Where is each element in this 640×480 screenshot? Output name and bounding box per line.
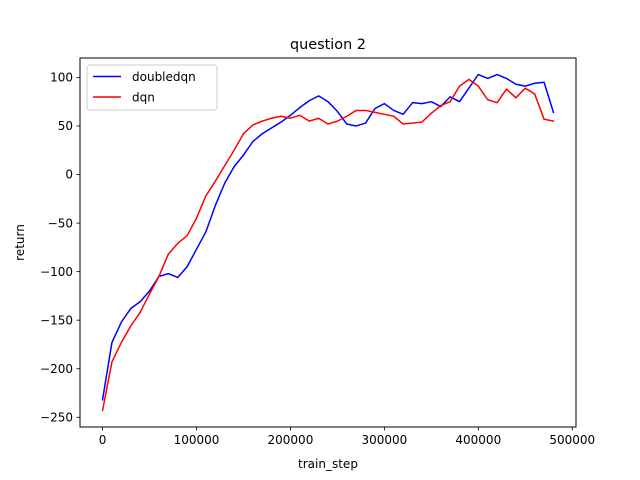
y-tick-label: 50 xyxy=(58,119,73,133)
y-tick-label: 0 xyxy=(65,168,73,182)
y-axis-label: return xyxy=(13,224,27,261)
x-tick-label: 0 xyxy=(99,433,107,447)
y-axis-ticks: −250 −200 −150 −100 −50 0 50 100 xyxy=(40,71,80,424)
axes-frame xyxy=(79,57,577,428)
x-tick-label: 300000 xyxy=(361,433,407,447)
x-tick-label: 500000 xyxy=(549,433,595,447)
y-tick-label: −250 xyxy=(40,410,73,424)
x-tick-label: 100000 xyxy=(174,433,220,447)
series-line-dqn xyxy=(101,78,555,412)
y-tick-label: −200 xyxy=(40,362,73,376)
series-layer xyxy=(101,73,555,412)
plot-area xyxy=(80,58,576,427)
legend: doubledqn dqn xyxy=(86,64,218,111)
y-tick-label: 100 xyxy=(50,71,73,85)
x-axis-ticks: 0 100000 200000 300000 400000 500000 xyxy=(99,427,595,447)
y-tick-label: −50 xyxy=(48,216,73,230)
series-line-doubledqn xyxy=(101,73,555,401)
chart-title: question 2 xyxy=(290,37,366,53)
y-tick-label: −100 xyxy=(40,265,73,279)
x-tick-label: 200000 xyxy=(268,433,314,447)
x-axis-label: train_step xyxy=(298,457,358,471)
legend-label-dqn: dqn xyxy=(132,91,155,105)
legend-label-doubledqn: doubledqn xyxy=(132,70,196,84)
x-tick-label: 400000 xyxy=(455,433,501,447)
y-tick-label: −150 xyxy=(40,313,73,327)
